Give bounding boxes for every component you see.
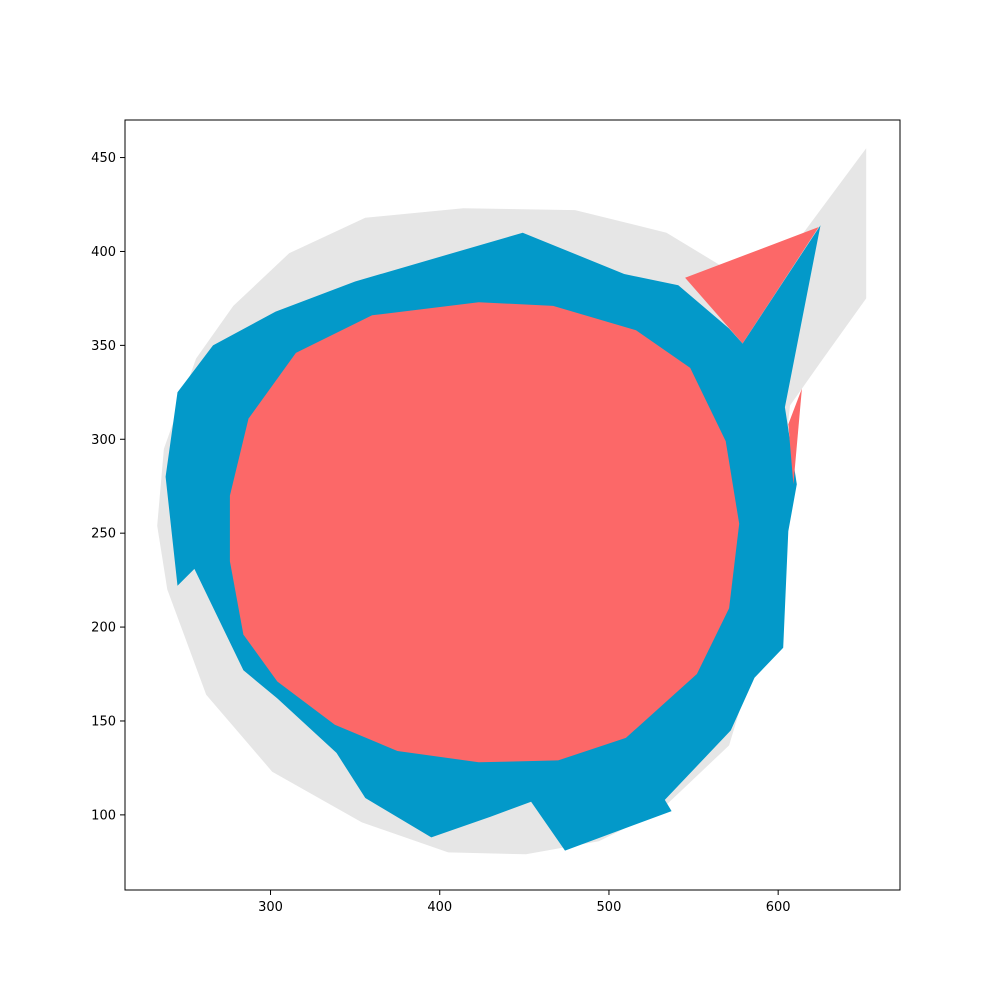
- y-axis: 100 150 200 250 300 350 400 450: [91, 151, 125, 823]
- region-red-2: [229, 302, 740, 763]
- x-tick-label: 600: [766, 900, 791, 915]
- x-axis: 300 400 500 600: [258, 890, 791, 915]
- y-tick-label: 400: [91, 245, 116, 260]
- x-tick-label: 300: [258, 900, 283, 915]
- x-tick-label: 400: [427, 900, 452, 915]
- region-red-4: [788, 388, 802, 485]
- y-tick-label: 100: [91, 808, 116, 823]
- y-tick-label: 150: [91, 714, 116, 729]
- y-tick-label: 450: [91, 151, 116, 166]
- y-tick-label: 200: [91, 621, 116, 636]
- region-red-3: [685, 227, 819, 344]
- series-layer: [157, 148, 867, 855]
- plot-frame: [124, 119, 901, 891]
- x-tick-label: 500: [597, 900, 622, 915]
- y-tick-label: 300: [91, 433, 116, 448]
- y-tick-label: 350: [91, 339, 116, 354]
- y-tick-label: 250: [91, 527, 116, 542]
